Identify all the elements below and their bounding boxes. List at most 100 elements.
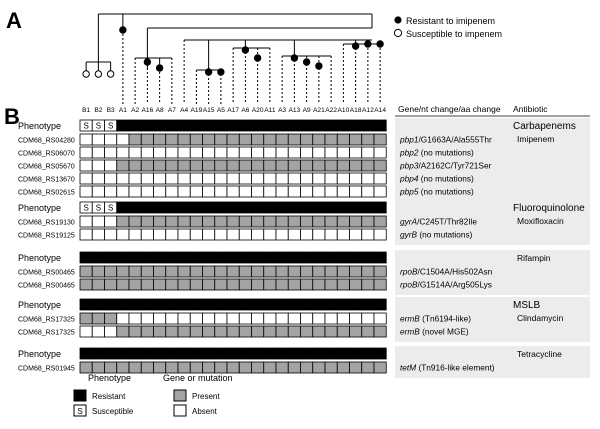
phenotype-cell (177, 347, 191, 360)
gene-name: rpoB (400, 280, 418, 290)
gene-cell (116, 325, 130, 338)
gene-cell (373, 133, 387, 146)
phenotype-cell (214, 251, 228, 264)
phenotype-cell (153, 201, 167, 214)
resistant-dot-icon (394, 16, 402, 24)
gene-cell (263, 361, 277, 374)
susceptible-symbol: S (108, 204, 113, 213)
section-side-panel (395, 297, 590, 342)
legend-susceptible-swatch (73, 404, 87, 417)
gene-cell (251, 133, 265, 146)
isolate-label: A6 (241, 107, 249, 114)
phenotype-cell (128, 298, 142, 311)
gene-cell (104, 146, 118, 159)
locus-tag: CDM68_RS19130 (18, 220, 75, 227)
phenotype-cell (287, 119, 301, 132)
legend-present-swatch (173, 389, 187, 402)
gene-cell (79, 146, 93, 159)
locus-tag: CDM68_RS00465 (18, 283, 75, 290)
phenotype-cell (324, 251, 338, 264)
susceptible-symbol: S (108, 122, 113, 131)
phenotype-cell (251, 347, 265, 360)
gene-cell (361, 172, 375, 185)
gene-cell (312, 185, 326, 198)
phenotype-cell (238, 298, 252, 311)
gene-cell (202, 146, 216, 159)
phenotype-cell (189, 119, 203, 132)
gene-cell (165, 133, 179, 146)
phenotype-cell (214, 119, 228, 132)
phenotype-cell (91, 251, 105, 264)
isolate-label: A12 (362, 107, 374, 114)
legend-gene-title: Gene or mutation (163, 373, 233, 383)
resistant-node-icon (290, 54, 299, 62)
gene-cell (79, 278, 93, 291)
isolate-label: A22 (325, 107, 337, 114)
gene-cell (189, 172, 203, 185)
gene-cell (177, 325, 191, 338)
phenotype-cell (300, 201, 314, 214)
phenotype-cell (153, 119, 167, 132)
gene-cell (116, 278, 130, 291)
gene-cell (140, 185, 154, 198)
gene-cell (361, 228, 375, 241)
susceptible-symbol: S (96, 204, 101, 213)
gene-cell (349, 159, 363, 172)
gene-cell (238, 185, 252, 198)
isolate-label: A11 (264, 107, 276, 114)
gene-cell (116, 159, 130, 172)
locus-tag: CDM68_RS17325 (18, 317, 75, 324)
gene-cell (165, 278, 179, 291)
resistant-node-icon (315, 62, 323, 70)
gene-cell (226, 325, 240, 338)
gene-cell (312, 228, 326, 241)
locus-tag: CDM68_RS04280 (18, 138, 75, 145)
gene-change: ermB (novel MGE) (400, 327, 469, 337)
locus-tag: CDM68_RS13670 (18, 177, 75, 184)
gene-cell (202, 325, 216, 338)
isolate-label: A10 (338, 107, 350, 114)
gene-cell (275, 228, 289, 241)
gene-cell (177, 215, 191, 228)
panel-a-label: A (6, 8, 22, 33)
gene-cell (373, 185, 387, 198)
gene-cell (128, 146, 142, 159)
gene-cell (128, 159, 142, 172)
gene-cell (128, 228, 142, 241)
locus-tag: CDM68_RS00465 (18, 270, 75, 277)
gene-cell (312, 325, 326, 338)
phenotype-cell (287, 298, 301, 311)
gene-cell (189, 265, 203, 278)
gene-cell (189, 185, 203, 198)
gene-cell (165, 265, 179, 278)
antibiotic-name: Rifampin (517, 253, 551, 263)
phenotype-cell (226, 201, 240, 214)
gene-cell (300, 278, 314, 291)
gene-cell (153, 172, 167, 185)
susceptible-node-icon (82, 70, 90, 78)
gene-cell (214, 265, 228, 278)
mutation-detail: (Tn916-like element) (416, 363, 495, 373)
gene-cell (336, 215, 350, 228)
gene-cell (140, 361, 154, 374)
gene-cell (263, 185, 277, 198)
gene-cell (324, 278, 338, 291)
gene-cell (226, 133, 240, 146)
phenotype-cell (263, 201, 277, 214)
gene-cell (128, 172, 142, 185)
legend-absent-swatch (173, 404, 187, 417)
gene-cell (312, 133, 326, 146)
gene-cell (324, 146, 338, 159)
gene-cell (287, 278, 301, 291)
gene-cell (202, 159, 216, 172)
gene-cell (226, 215, 240, 228)
phenotype-cell (373, 347, 387, 360)
phenotype-cell (275, 347, 289, 360)
gene-change-header: Gene/nt change/aa change (398, 104, 501, 114)
phenotype-cell (104, 347, 118, 360)
gene-cell (300, 361, 314, 374)
phenotype-cell (312, 298, 326, 311)
gene-cell (251, 146, 265, 159)
gene-cell (91, 172, 105, 185)
